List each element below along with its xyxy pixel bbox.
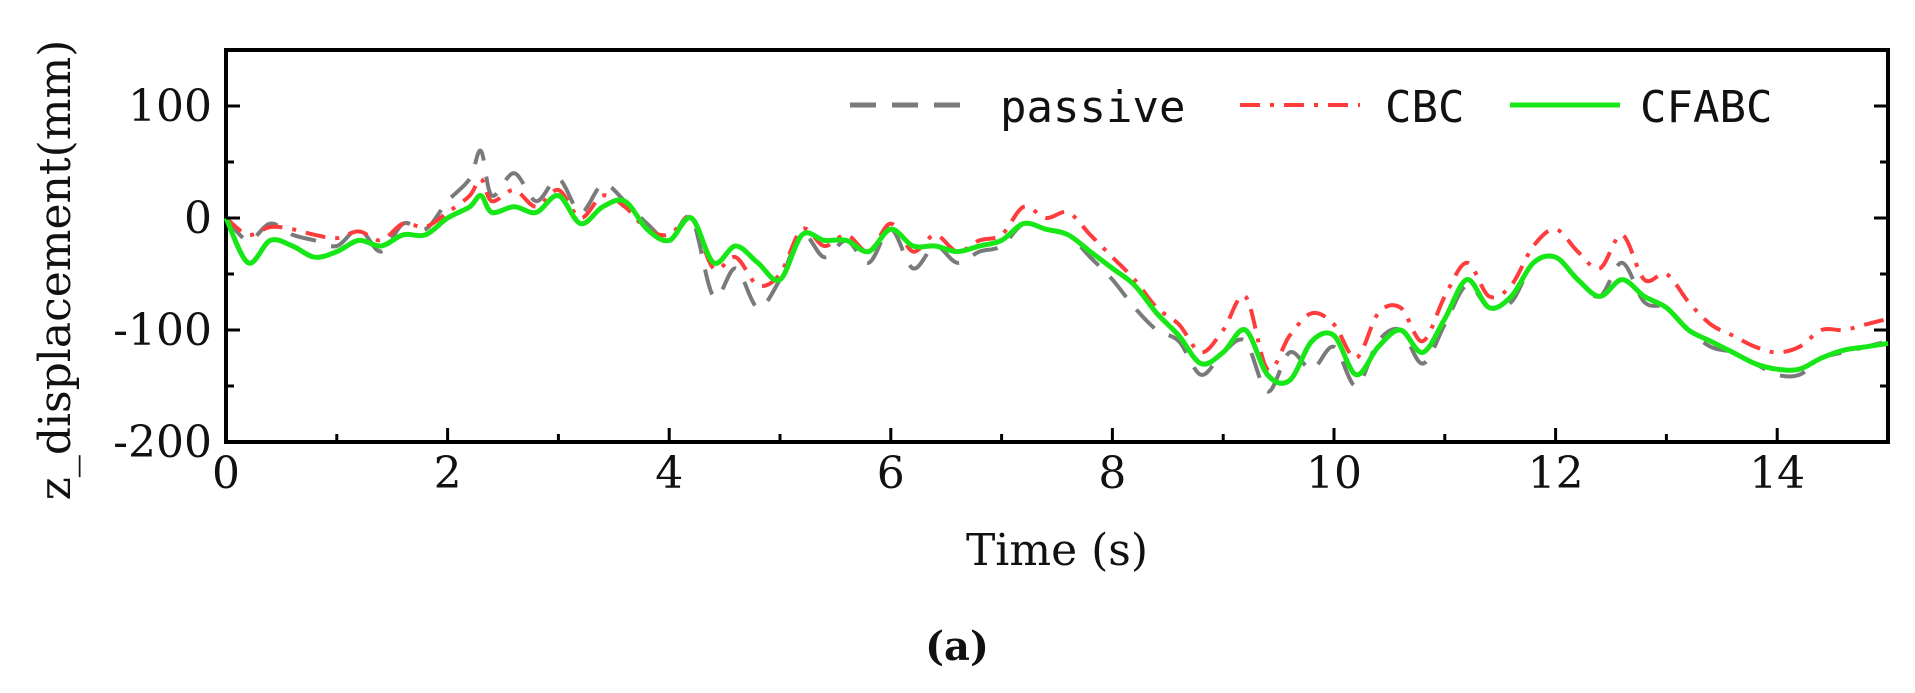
x-tick-label: 8 [1098,448,1126,499]
series-line-passive [224,148,1889,394]
figure-caption: (a) [925,623,989,670]
legend-label-passive: passive [1000,82,1185,133]
x-tick-label: 2 [434,448,462,499]
x-axis-title: Time (s) [966,525,1148,576]
x-tick-label: 12 [1528,448,1584,499]
legend: passive CBC CFABC [850,82,1772,133]
y-tick-label: 0 [184,193,212,244]
x-tick-label: 10 [1306,448,1362,499]
y-tick-label: 100 [128,81,212,132]
legend-label-cbc: CBC [1385,82,1464,133]
x-tick-label: 0 [212,448,240,499]
plot-frame [224,48,1890,444]
series-layer [223,148,1889,394]
series-line-cfabc [223,193,1889,386]
x-tick-label: 4 [655,448,683,499]
y-tick-label: -100 [113,305,212,356]
plot-area [224,48,1890,444]
y-axis-title: z_displacement(mm) [30,40,81,501]
x-tick-label: 14 [1749,448,1805,499]
x-tick-label: 6 [877,448,905,499]
legend-label-cfabc: CFABC [1640,82,1772,133]
ticks-layer: 0 2 4 6 8 10 12 14 -200 -100 0 100 [113,81,1888,499]
series-line-cbc [224,176,1889,373]
y-tick-label: -200 [113,417,212,468]
